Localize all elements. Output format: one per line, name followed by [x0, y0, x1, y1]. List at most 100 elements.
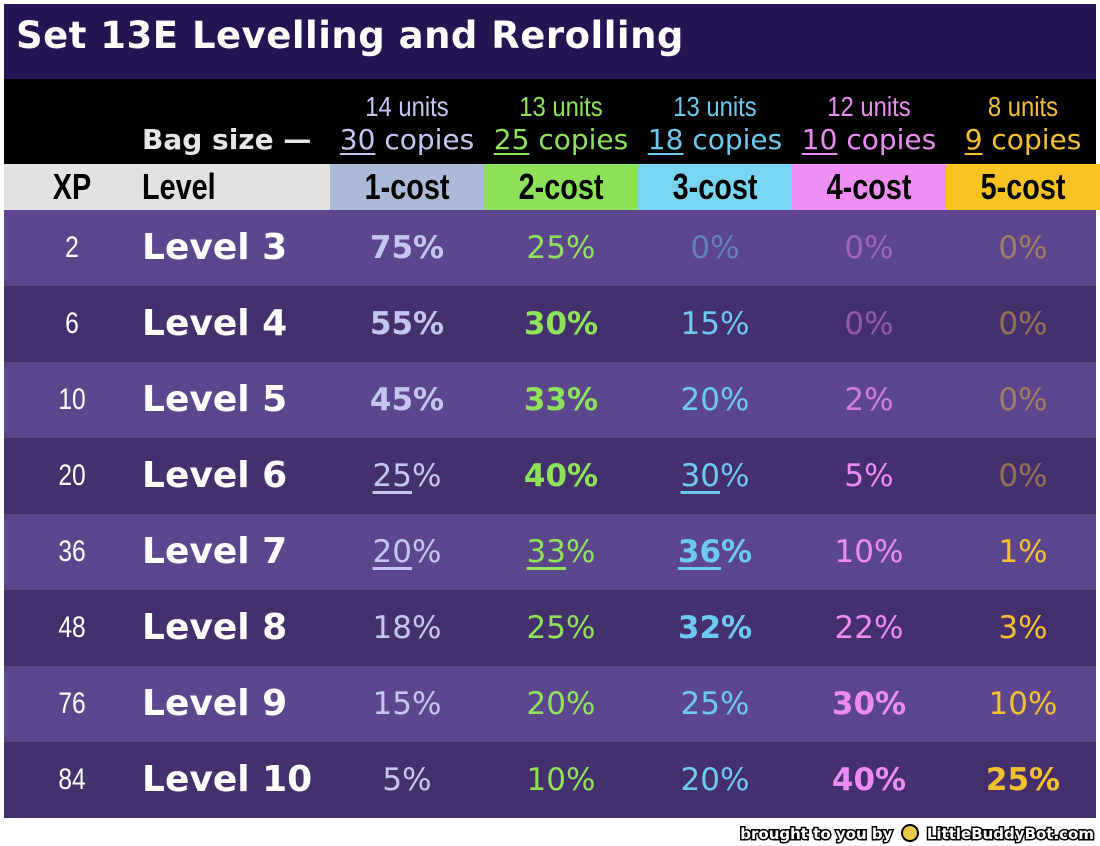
percent-sign: % [719, 762, 750, 798]
header-xp: XP [52, 166, 92, 207]
level-label: Level 9 [142, 683, 288, 724]
percent-sign: % [565, 762, 596, 798]
odds-number: 0 [998, 230, 1019, 266]
percent-sign: % [864, 382, 894, 418]
percent-sign: % [1018, 458, 1048, 494]
units-count-2-cost: 13 units [519, 91, 603, 122]
odds-number: 5 [382, 762, 403, 798]
odds-number: 3 [998, 610, 1019, 646]
odds-3-cost: 15% [638, 286, 792, 362]
odds-number: 75 [369, 230, 414, 266]
percent-sign: % [1029, 762, 1061, 798]
header-3-cost: 3-cost [638, 164, 792, 210]
percent-sign: % [411, 686, 442, 722]
odds-1-cost: 5% [330, 742, 484, 818]
odds-2-cost: 10% [484, 742, 638, 818]
footer-prefix: brought to you by [739, 824, 894, 845]
odds-1-cost: 45% [330, 362, 484, 438]
odds-number: 15 [680, 306, 720, 342]
odds-3-cost: 36% [638, 514, 792, 590]
level-label: Level 6 [142, 455, 288, 496]
odds-table: Set 13E Levelling and Rerolling Bag size… [4, 4, 1100, 818]
footer-brand: LittleBuddyBot.com [925, 824, 1095, 845]
header-2-cost: 2-cost [484, 164, 638, 210]
odds-number: 20 [680, 382, 720, 418]
odds-number: 10 [988, 686, 1028, 722]
odds-number: 32 [677, 610, 722, 646]
odds-number: 36 [677, 534, 722, 570]
percent-sign: % [565, 534, 596, 570]
percent-sign: % [411, 610, 442, 646]
odds-number: 30 [523, 306, 568, 342]
copies-number: 18 [647, 123, 684, 156]
header-1-cost: 1-cost [330, 164, 484, 210]
percent-sign: % [565, 610, 596, 646]
copies-word: copies [375, 123, 475, 156]
copies-count-2-cost: 25 copies [484, 123, 638, 156]
odds-4-cost: 22% [792, 590, 946, 666]
table-row: 84 Level 10 5% 10% 20% 40% 25% [4, 742, 1096, 818]
odds-number: 25 [526, 610, 566, 646]
xp-value: 20 [58, 459, 86, 492]
odds-1-cost: 55% [330, 286, 484, 362]
level-label: Level 7 [142, 531, 288, 572]
title-bar: Set 13E Levelling and Rerolling [4, 4, 1096, 79]
odds-number: 2 [844, 382, 865, 418]
odds-number: 40 [523, 458, 568, 494]
odds-number: 20 [372, 534, 412, 570]
odds-number: 45 [369, 382, 414, 418]
odds-3-cost: 32% [638, 590, 792, 666]
percent-sign: % [875, 762, 907, 798]
odds-number: 33 [523, 382, 568, 418]
percent-sign: % [719, 306, 750, 342]
percent-sign: % [1027, 686, 1058, 722]
percent-sign: % [1018, 534, 1048, 570]
percent-sign: % [411, 458, 442, 494]
odds-4-cost: 30% [792, 666, 946, 742]
percent-sign: % [413, 382, 445, 418]
percent-sign: % [413, 306, 445, 342]
page-title: Set 13E Levelling and Rerolling [16, 14, 684, 57]
level-label: Level 4 [142, 303, 288, 344]
odds-4-cost: 10% [792, 514, 946, 590]
odds-5-cost: 25% [946, 742, 1100, 818]
header-5-cost: 5-cost [946, 164, 1100, 210]
copies-count-4-cost: 10 copies [792, 123, 946, 156]
odds-2-cost: 25% [484, 210, 638, 286]
odds-4-cost: 0% [792, 210, 946, 286]
level-label: Level 10 [142, 759, 313, 800]
odds-2-cost: 40% [484, 438, 638, 514]
table-row: 2 Level 3 75% 25% 0% 0% 0% [4, 210, 1096, 286]
copies-number: 9 [964, 123, 983, 156]
odds-number: 25 [372, 458, 412, 494]
odds-number: 20 [526, 686, 566, 722]
percent-sign: % [721, 610, 753, 646]
percent-sign: % [719, 686, 750, 722]
buddy-bot-icon [900, 824, 919, 842]
odds-number: 0 [998, 458, 1019, 494]
copies-count-1-cost: 30 copies [330, 123, 484, 156]
percent-sign: % [411, 534, 442, 570]
odds-number: 25 [526, 230, 566, 266]
odds-number: 0 [844, 306, 865, 342]
copies-number: 30 [339, 123, 376, 156]
odds-number: 30 [831, 686, 876, 722]
units-count-1-cost: 14 units [365, 91, 449, 122]
level-label: Level 5 [142, 379, 288, 420]
odds-number: 10 [526, 762, 566, 798]
odds-number: 5 [844, 458, 865, 494]
odds-2-cost: 30% [484, 286, 638, 362]
odds-number: 18 [372, 610, 412, 646]
odds-number: 55 [369, 306, 414, 342]
odds-5-cost: 0% [946, 286, 1100, 362]
odds-4-cost: 0% [792, 286, 946, 362]
odds-number: 30 [680, 458, 720, 494]
percent-sign: % [719, 382, 750, 418]
odds-number: 40 [831, 762, 876, 798]
odds-number: 10 [834, 534, 874, 570]
odds-5-cost: 0% [946, 438, 1100, 514]
bag-size-label: Bag size — [142, 123, 312, 156]
xp-value: 2 [65, 231, 79, 264]
odds-5-cost: 1% [946, 514, 1100, 590]
table-row: 6 Level 4 55% 30% 15% 0% 0% [4, 286, 1096, 362]
